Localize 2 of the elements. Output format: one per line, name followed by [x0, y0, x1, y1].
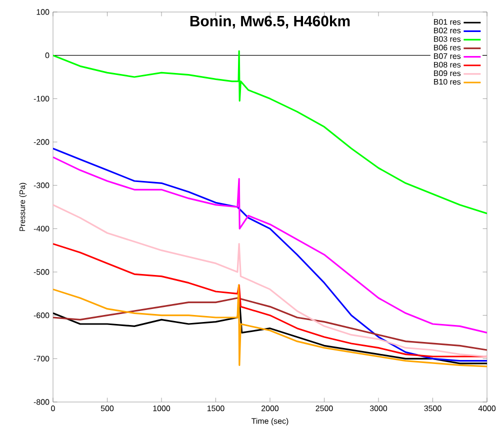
- chart-title: Bonin, Mw6.5, H460km: [190, 15, 350, 29]
- line-series: [53, 148, 488, 362]
